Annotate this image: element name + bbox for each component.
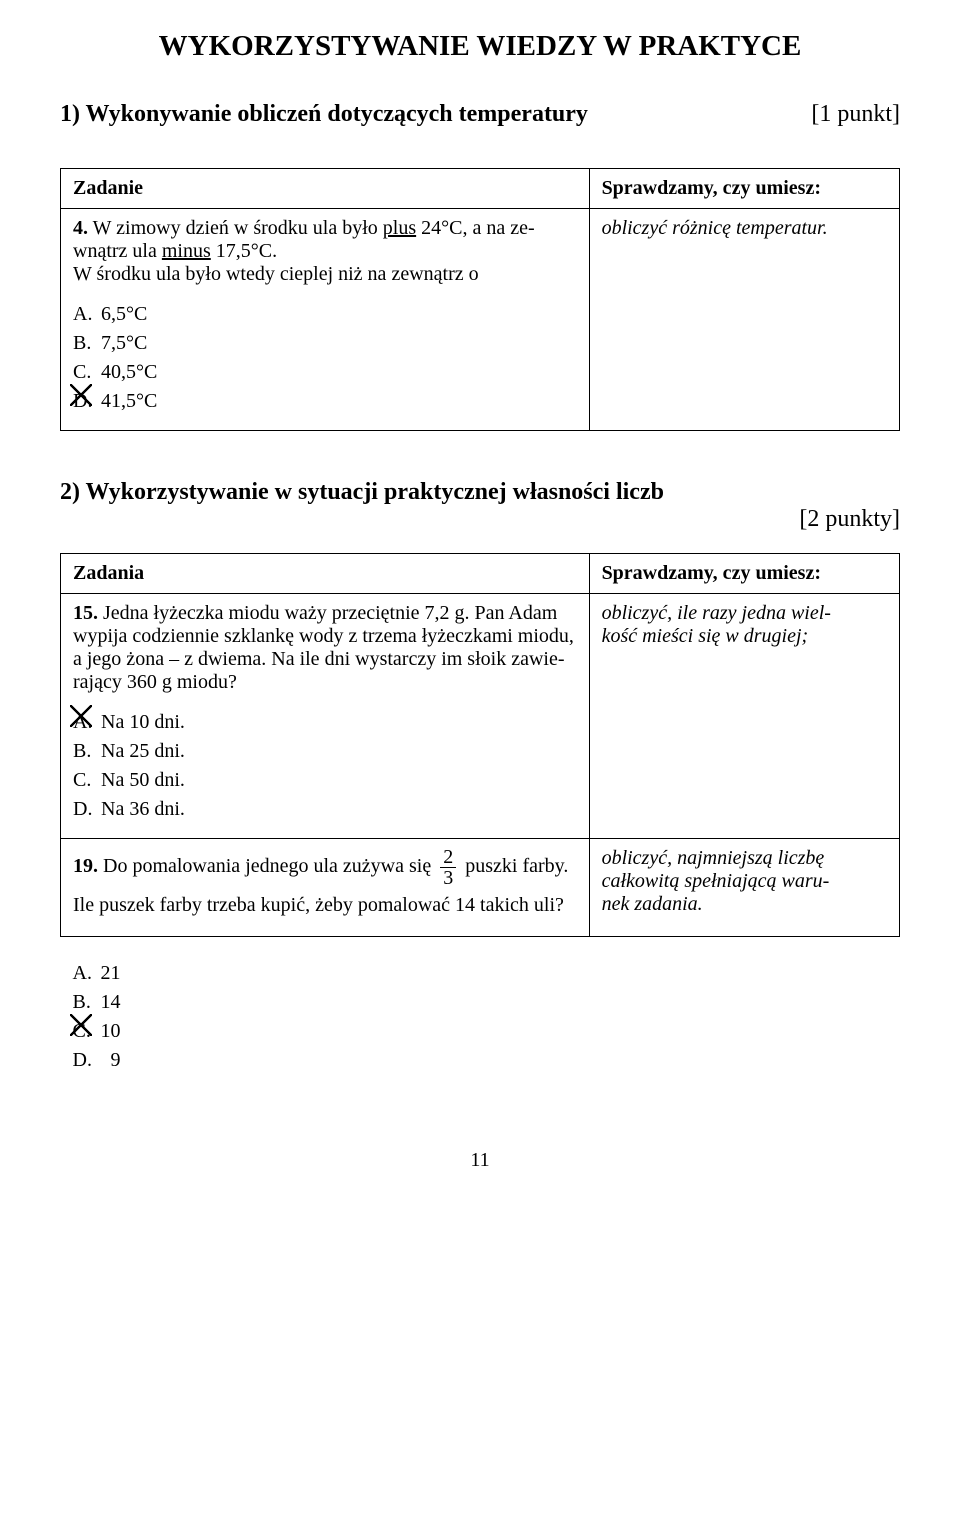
section2-table: Zadania Sprawdzamy, czy umiesz: 15. Jedn… <box>60 553 900 1089</box>
option-letter: C. <box>73 1017 101 1046</box>
q15-objective: obliczyć, ile razy jedna wiel- kość mieś… <box>589 594 899 839</box>
table2-left-header: Zadania <box>61 554 590 594</box>
q4-option-a: A.6,5°C <box>73 300 577 329</box>
q19-option-b: B.14 <box>73 988 578 1017</box>
q15-option-c: C.Na 50 dni. <box>73 766 577 795</box>
q4-objective: obliczyć różnicę temperatur. <box>589 209 899 431</box>
table2-right-header: Sprawdzamy, czy umiesz: <box>589 554 899 594</box>
q4-text-a: W zimowy dzień w środku ula było <box>88 217 383 239</box>
q19-text-c: Ile puszek farby trzeba kupić, żeby poma… <box>73 888 577 922</box>
option-text: 6,5°C <box>101 300 147 329</box>
option-text: Na 50 dni. <box>101 766 185 795</box>
option-text: 7,5°C <box>101 329 147 358</box>
section1-points: [1 punkt] <box>811 101 900 128</box>
option-text: Na 36 dni. <box>101 795 185 824</box>
q19-option-c: C.10 <box>73 1017 578 1046</box>
q15-option-b: B.Na 25 dni. <box>73 737 577 766</box>
q19-option-a: A.21 <box>73 959 578 988</box>
option-letter: A. <box>73 300 101 329</box>
option-text: 41,5°C <box>101 387 157 416</box>
q4-option-c: C.40,5°C <box>73 358 577 387</box>
option-text: 10 <box>101 1017 121 1046</box>
empty-cell <box>589 937 899 1090</box>
table1-right-header: Sprawdzamy, czy umiesz: <box>589 169 899 209</box>
option-text: 9 <box>101 1046 121 1075</box>
option-text: 21 <box>101 959 121 988</box>
q4-option-b: B.7,5°C <box>73 329 577 358</box>
frac-num: 2 <box>440 847 456 868</box>
option-letter: C. <box>73 358 101 387</box>
q19-option-d: D. 9 <box>73 1046 578 1075</box>
table1-left-header: Zadanie <box>61 169 590 209</box>
q15-option-a: A.Na 10 dni. <box>73 708 577 737</box>
option-letter: A. <box>73 959 101 988</box>
q4-number: 4. <box>73 217 88 239</box>
section1-heading-text: 1) Wykonywanie obliczeń dotyczących temp… <box>60 101 588 127</box>
q19-options-cell: A.21 B.14 C.10 D. 9 <box>61 937 590 1090</box>
main-title: WYKORZYSTYWANIE WIEDZY W PRAKTYCE <box>60 30 900 63</box>
option-text: 40,5°C <box>101 358 157 387</box>
option-letter: B. <box>73 737 101 766</box>
q19-options: A.21 B.14 C.10 D. 9 <box>73 959 578 1075</box>
q15-text: Jedna łyżeczka miodu waży przeciętnie 7,… <box>73 602 574 693</box>
q4-cell: 4. W zimowy dzień w środku ula było plus… <box>61 209 590 431</box>
q15-option-d: D.Na 36 dni. <box>73 795 577 824</box>
q15-cell: 15. Jedna łyżeczka miodu waży przeciętni… <box>61 594 590 839</box>
q4-options: A.6,5°C B.7,5°C C.40,5°C D.41,5°C <box>73 300 577 416</box>
option-letter: D. <box>73 795 101 824</box>
option-letter: B. <box>73 329 101 358</box>
option-letter: A. <box>73 708 101 737</box>
q4-option-d: D.41,5°C <box>73 387 577 416</box>
page-number: 11 <box>60 1149 900 1172</box>
section2-points: [2 punkty] <box>60 506 900 533</box>
q15-number: 15. <box>73 602 98 624</box>
option-text: Na 10 dni. <box>101 708 185 737</box>
option-text: 14 <box>101 988 121 1017</box>
option-letter: B. <box>73 988 101 1017</box>
q19-text-a: Do pomalowania jednego ula zużywa się <box>98 855 436 877</box>
q15-options: A.Na 10 dni. B.Na 25 dni. C.Na 50 dni. D… <box>73 708 577 824</box>
frac-den: 3 <box>440 868 456 888</box>
option-letter: D. <box>73 1046 101 1075</box>
section1-heading: 1) Wykonywanie obliczeń dotyczących temp… <box>60 101 900 128</box>
q4-underline1: plus <box>383 217 416 239</box>
fraction-two-thirds: 23 <box>440 847 456 888</box>
option-letter: C. <box>73 766 101 795</box>
option-text: Na 25 dni. <box>101 737 185 766</box>
section1-table: Zadanie Sprawdzamy, czy umiesz: 4. W zim… <box>60 168 900 431</box>
option-letter: D. <box>73 387 101 416</box>
q19-cell: 19. Do pomalowania jednego ula zużywa si… <box>61 839 590 937</box>
q4-underline2: minus <box>162 240 211 262</box>
q19-objective: obliczyć, najmniejszą liczbę całkowitą s… <box>589 839 899 937</box>
section2-heading: 2) Wykorzystywanie w sytuacji praktyczne… <box>60 479 900 506</box>
q19-text-b: puszki farby. <box>460 855 568 877</box>
q19-number: 19. <box>73 855 98 877</box>
